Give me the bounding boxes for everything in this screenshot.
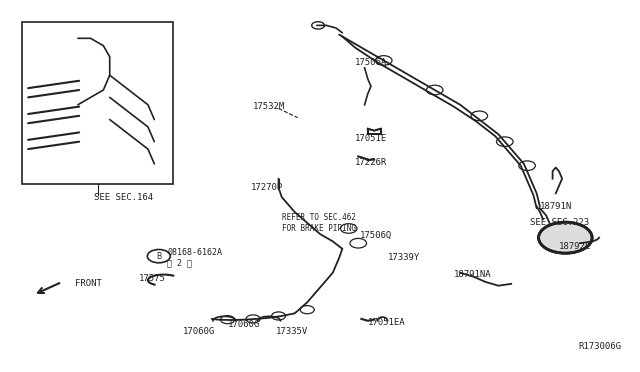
Text: 18792E: 18792E <box>559 243 591 251</box>
Text: FRONT: FRONT <box>75 279 102 288</box>
Text: SEE SEC.164: SEE SEC.164 <box>94 193 153 202</box>
Bar <box>22 22 173 184</box>
Text: 17506Q: 17506Q <box>360 231 392 240</box>
Text: B: B <box>156 251 161 261</box>
Text: REFER TO SEC.462
FOR BRAKE PIPING: REFER TO SEC.462 FOR BRAKE PIPING <box>282 213 356 232</box>
Text: R173006G: R173006G <box>578 342 621 351</box>
Text: 17575: 17575 <box>138 274 165 283</box>
Text: 17051E: 17051E <box>355 134 387 142</box>
Text: 17270P: 17270P <box>251 183 284 192</box>
Text: 17339Y: 17339Y <box>388 253 420 263</box>
Text: 17060G: 17060G <box>183 327 215 336</box>
Text: 17335V: 17335V <box>275 327 308 336</box>
Circle shape <box>539 222 592 253</box>
Text: 17226R: 17226R <box>355 157 387 167</box>
Text: 17060G: 17060G <box>228 320 260 329</box>
Text: 17532M: 17532M <box>253 102 285 111</box>
Text: 17506A: 17506A <box>355 58 387 67</box>
Text: 17051EA: 17051EA <box>368 318 405 327</box>
Text: 08168-6162A
〈 2 〉: 08168-6162A 〈 2 〉 <box>167 248 222 268</box>
Text: 18791N: 18791N <box>540 202 572 211</box>
Text: 18791NA: 18791NA <box>454 270 492 279</box>
Text: SEE SEC.223: SEE SEC.223 <box>531 218 589 227</box>
